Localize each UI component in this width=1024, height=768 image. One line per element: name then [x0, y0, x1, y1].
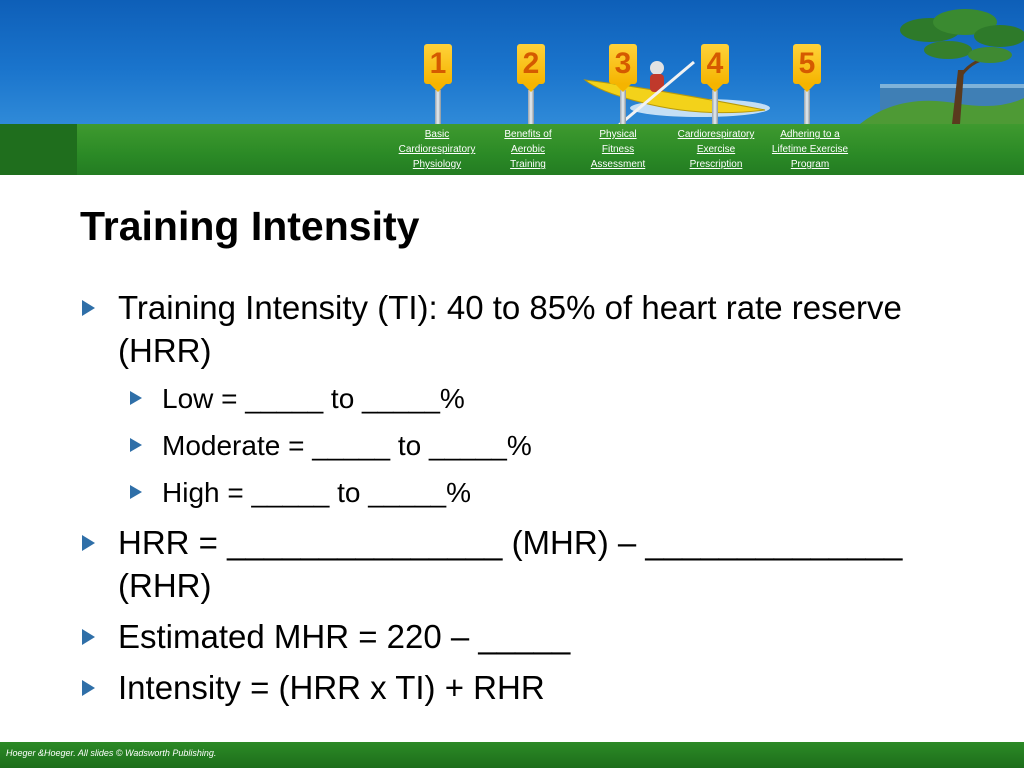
- bullet-text: HRR = _______________ (MHR) – __________…: [118, 524, 903, 604]
- header-banner: [0, 0, 1024, 124]
- bullet-arrow-icon: [82, 300, 95, 316]
- sign-pole: [712, 90, 718, 124]
- nav-link-basic-cardiorespiratory-physiology[interactable]: Basic Cardiorespiratory Physiology: [389, 127, 485, 172]
- slide-title: Training Intensity: [80, 203, 420, 249]
- section-number: 1: [424, 44, 452, 84]
- nav-link-line: Program: [790, 159, 830, 170]
- section-number: 2: [517, 44, 545, 84]
- bullet-text: High = _____ to _____%: [162, 477, 472, 508]
- bullet-text: Training Intensity (TI): 40 to 85% of he…: [118, 289, 902, 369]
- nav-link-line: Aerobic: [511, 144, 545, 155]
- section-number: 3: [609, 44, 637, 84]
- nav-link-line: Training: [510, 159, 546, 170]
- section-nav-bar: Basic Cardiorespiratory Physiology Benef…: [0, 124, 1024, 175]
- sub-bullet-item: High = _____ to _____%: [80, 474, 960, 512]
- bullet-arrow-icon: [82, 629, 95, 645]
- nav-link-benefits-of-aerobic-training[interactable]: Benefits of Aerobic Training: [480, 127, 576, 172]
- bullet-arrow-icon: [82, 680, 95, 696]
- section-1-sign[interactable]: 1: [424, 44, 452, 124]
- nav-link-line: Fitness: [601, 144, 635, 155]
- bullet-arrow-icon: [130, 438, 142, 452]
- nav-link-line: Assessment: [590, 159, 646, 170]
- sub-bullet-item: Low = _____ to _____%: [80, 380, 960, 418]
- nav-link-line: Prescription: [689, 159, 743, 170]
- sign-tip: [705, 82, 725, 92]
- nav-link-line: Adhering to a: [780, 129, 840, 140]
- section-number: 4: [701, 44, 729, 84]
- nav-link-adhering-to-a-lifetime-exercise-program[interactable]: Adhering to a Lifetime Exercise Program: [762, 127, 858, 172]
- nav-bar-accent-block: [0, 124, 77, 175]
- section-3-sign[interactable]: 3: [609, 44, 637, 124]
- nav-link-line: Lifetime Exercise: [771, 144, 849, 155]
- sign-tip: [428, 82, 448, 92]
- nav-link-line: Cardiorespiratory: [677, 129, 755, 140]
- bullet-arrow-icon: [130, 485, 142, 499]
- header-illustration: [583, 9, 1024, 124]
- sign-tip: [613, 82, 633, 92]
- sign-pole: [620, 90, 626, 124]
- bullet-text: Intensity = (HRR x TI) + RHR: [118, 669, 545, 706]
- sign-pole: [435, 90, 441, 124]
- bullet-text: Estimated MHR = 220 – _____: [118, 618, 571, 655]
- bullet-item: HRR = _______________ (MHR) – __________…: [80, 521, 960, 607]
- section-number: 5: [793, 44, 821, 84]
- nav-link-line: Physiology: [412, 159, 462, 170]
- nav-link-physical-fitness-assessment[interactable]: Physical Fitness Assessment: [570, 127, 666, 172]
- bullet-list: Training Intensity (TI): 40 to 85% of he…: [80, 286, 960, 717]
- bullet-text: Low = _____ to _____%: [162, 383, 465, 414]
- section-4-sign[interactable]: 4: [701, 44, 729, 124]
- nav-link-line: Benefits of: [504, 129, 552, 140]
- section-5-sign[interactable]: 5: [793, 44, 821, 124]
- footer-bar: Hoeger &Hoeger. All slides © Wadsworth P…: [0, 742, 1024, 768]
- sub-bullet-item: Moderate = _____ to _____%: [80, 427, 960, 465]
- nav-link-line: Cardiorespiratory: [398, 144, 476, 155]
- copyright-credit: Hoeger &Hoeger. All slides © Wadsworth P…: [6, 748, 217, 758]
- nav-link-line: Exercise: [696, 144, 736, 155]
- bullet-item: Intensity = (HRR x TI) + RHR: [80, 666, 960, 709]
- section-2-sign[interactable]: 2: [517, 44, 545, 124]
- sign-tip: [521, 82, 541, 92]
- bullet-item: Estimated MHR = 220 – _____: [80, 615, 960, 658]
- nav-link-cardiorespiratory-exercise-prescription[interactable]: Cardiorespiratory Exercise Prescription: [668, 127, 764, 172]
- bullet-arrow-icon: [82, 535, 95, 551]
- nav-link-line: Basic: [424, 129, 450, 140]
- nav-link-line: Physical: [599, 129, 637, 140]
- bullet-item: Training Intensity (TI): 40 to 85% of he…: [80, 286, 960, 372]
- sign-pole: [528, 90, 534, 124]
- sign-pole: [804, 90, 810, 124]
- sign-tip: [797, 82, 817, 92]
- bullet-arrow-icon: [130, 391, 142, 405]
- bullet-text: Moderate = _____ to _____%: [162, 430, 532, 461]
